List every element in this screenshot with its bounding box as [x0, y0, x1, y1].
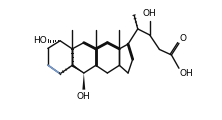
Text: OH: OH — [180, 69, 193, 78]
Polygon shape — [71, 64, 84, 73]
Text: HO: HO — [33, 36, 47, 45]
Text: OH: OH — [77, 92, 90, 101]
Text: OH: OH — [143, 9, 156, 18]
Text: O: O — [180, 34, 187, 43]
Polygon shape — [82, 73, 85, 90]
